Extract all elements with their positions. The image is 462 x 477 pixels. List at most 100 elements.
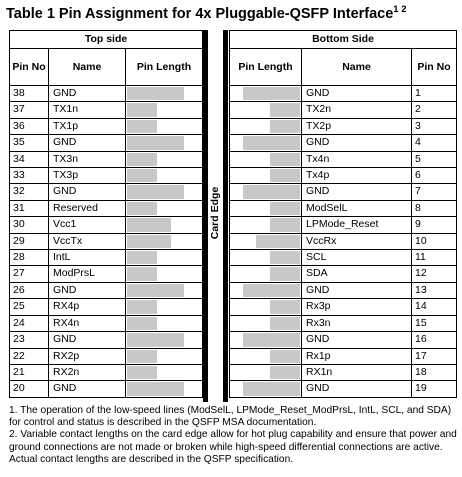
pin-length-cell: [124, 167, 204, 185]
pin-name: SCL: [301, 249, 412, 267]
pin-name: Vcc1: [48, 216, 126, 234]
pin-name: GND: [48, 183, 126, 201]
pin-number: 18: [410, 363, 458, 382]
pin-length-cell: [229, 281, 302, 300]
pin-row: TX2n 2: [229, 101, 458, 119]
pin-row: 27 ModPrsL: [9, 265, 204, 283]
pin-row: 28 IntL: [9, 249, 204, 267]
pin-length-cell: [124, 183, 204, 201]
pin-name: Rx3n: [301, 314, 412, 333]
pin-row: GND 4: [229, 134, 458, 152]
pin-length-bar: [243, 185, 300, 199]
pin-number: 22: [9, 347, 49, 365]
pin-length-cell: [229, 167, 302, 185]
pin-name: GND: [48, 281, 126, 300]
col-name: Name: [301, 48, 412, 86]
pin-row: Rx3p 14: [229, 298, 458, 316]
pin-length-bar: [127, 234, 171, 249]
pin-number: 21: [9, 363, 49, 382]
pin-number: 11: [410, 249, 458, 267]
pin-length-bar: [127, 382, 184, 396]
pin-name: GND: [301, 281, 412, 300]
col-pin-no: Pin No: [9, 48, 49, 86]
pin-number: 5: [410, 150, 458, 169]
pin-length-bar: [127, 300, 157, 314]
pin-name: GND: [301, 134, 412, 152]
pin-number: 14: [410, 298, 458, 316]
bottom-side-table: Bottom Side Pin Length Name Pin No GND 1 T…: [228, 30, 458, 398]
pin-name: RX4n: [48, 314, 126, 333]
pin-number: 8: [410, 199, 458, 218]
pin-length-cell: [229, 347, 302, 365]
pin-length-cell: [124, 347, 204, 365]
pin-length-cell: [229, 183, 302, 201]
pin-length-cell: [124, 199, 204, 218]
col-name: Name: [48, 48, 126, 86]
pin-length-bar: [127, 267, 157, 281]
pin-length-bar: [127, 333, 184, 347]
pin-length-bar: [127, 103, 157, 117]
card-edge-label: Card Edge: [209, 186, 221, 240]
pin-length-cell: [124, 117, 204, 136]
pin-name: Rx1p: [301, 347, 412, 365]
pin-number: 7: [410, 183, 458, 201]
pin-length-cell: [124, 314, 204, 333]
pin-row: 31 Reserved: [9, 199, 204, 218]
top-side-table: Top side Pin No Name Pin Length 38 GND 37 T…: [8, 30, 204, 398]
pin-row: 38 GND: [9, 84, 204, 103]
pin-length-cell: [124, 298, 204, 316]
card-edge-divider-right: [223, 30, 228, 402]
pin-row: Rx3n 15: [229, 314, 458, 333]
pin-row: 29 VccTx: [9, 232, 204, 251]
pin-length-cell: [229, 380, 302, 398]
pin-name: GND: [48, 84, 126, 103]
pin-number: 23: [9, 331, 49, 349]
pin-name: TX2p: [301, 117, 412, 136]
pin-row: GND 1: [229, 84, 458, 103]
pin-name: ModPrsL: [48, 265, 126, 283]
pin-name: GND: [301, 84, 412, 103]
pin-length-bar: [270, 251, 300, 265]
pin-length-bar: [243, 333, 300, 347]
pin-length-cell: [124, 265, 204, 283]
pin-number: 20: [9, 380, 49, 398]
pin-name: RX2n: [48, 363, 126, 382]
pin-name: GND: [48, 331, 126, 349]
pin-length-bar: [243, 283, 300, 298]
pin-length-cell: [229, 216, 302, 234]
pin-number: 28: [9, 249, 49, 267]
pin-row: 26 GND: [9, 281, 204, 300]
pin-name: SDA: [301, 265, 412, 283]
pin-length-cell: [229, 117, 302, 136]
footnote-2: 2. Variable contact lengths on the card …: [9, 429, 457, 465]
pin-row: 21 RX2n: [9, 363, 204, 382]
pin-length-bar: [270, 152, 300, 167]
pin-row: 37 TX1n: [9, 101, 204, 119]
pin-name: Tx4p: [301, 167, 412, 185]
pin-number: 2: [410, 101, 458, 119]
pin-name: TX3n: [48, 150, 126, 169]
pin-row: ModSelL 8: [229, 199, 458, 218]
pin-number: 19: [410, 380, 458, 398]
pin-name: GND: [301, 331, 412, 349]
pin-length-bar: [127, 349, 157, 363]
pin-number: 27: [9, 265, 49, 283]
pin-name: TX1p: [48, 117, 126, 136]
pin-number: 25: [9, 298, 49, 316]
pin-length-cell: [124, 232, 204, 251]
pin-row: 30 Vcc1: [9, 216, 204, 234]
pin-number: 1: [410, 84, 458, 103]
pin-length-bar: [127, 136, 184, 150]
pin-length-bar: [270, 218, 300, 232]
pin-length-bar: [127, 316, 157, 331]
pin-row: SDA 12: [229, 265, 458, 283]
pin-number: 15: [410, 314, 458, 333]
pin-name: LPMode_Reset: [301, 216, 412, 234]
pin-number: 6: [410, 167, 458, 185]
pin-length-bar: [256, 234, 300, 249]
pin-row: 33 TX3p: [9, 167, 204, 185]
pin-row: GND 16: [229, 331, 458, 349]
pin-name: RX1n: [301, 363, 412, 382]
pin-length-cell: [229, 232, 302, 251]
pin-row: RX1n 18: [229, 363, 458, 382]
